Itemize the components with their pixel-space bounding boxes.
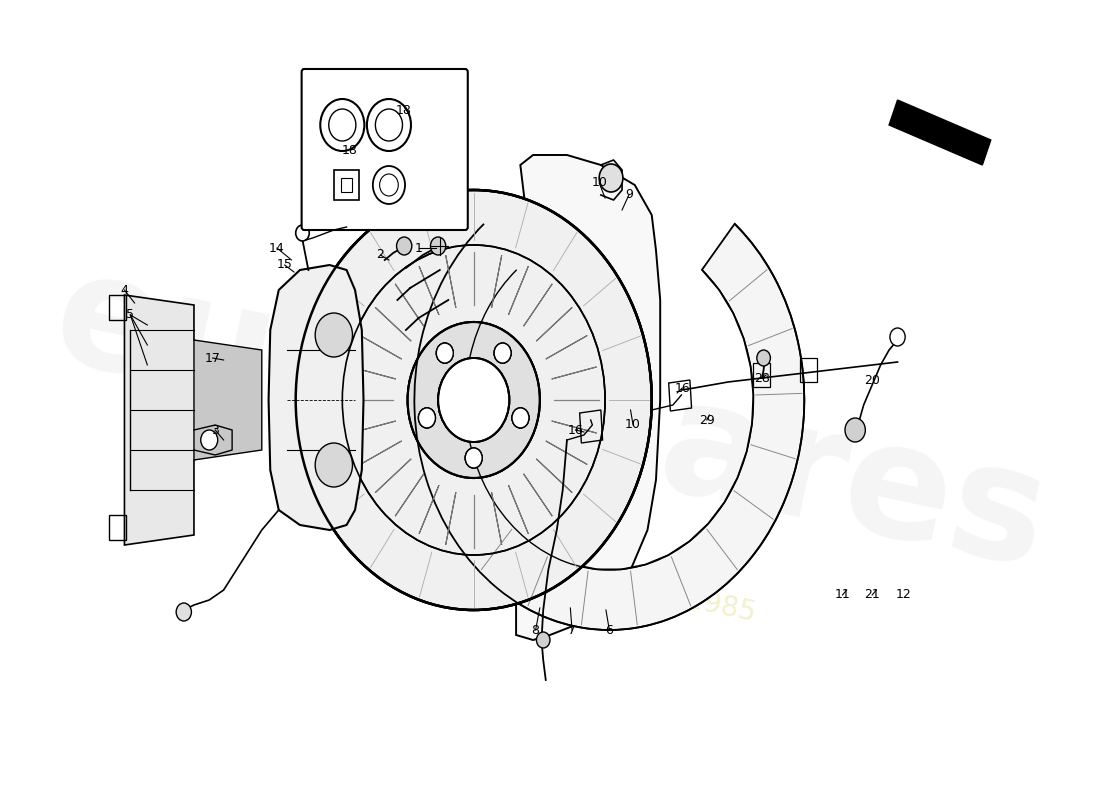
Text: 3: 3: [211, 423, 219, 437]
Circle shape: [512, 408, 529, 428]
Circle shape: [437, 343, 453, 363]
Circle shape: [438, 358, 509, 442]
Circle shape: [296, 225, 309, 241]
Circle shape: [600, 164, 623, 192]
Circle shape: [438, 358, 509, 442]
Text: 8: 8: [531, 623, 540, 637]
Circle shape: [408, 322, 540, 478]
Text: 7: 7: [568, 623, 576, 637]
Text: 29: 29: [698, 414, 715, 426]
Text: 1: 1: [415, 242, 422, 254]
Circle shape: [512, 408, 529, 428]
Circle shape: [408, 322, 540, 478]
Text: 15: 15: [277, 258, 293, 271]
Circle shape: [494, 343, 512, 363]
Circle shape: [494, 343, 512, 363]
Circle shape: [316, 443, 352, 487]
Circle shape: [430, 237, 446, 255]
Circle shape: [418, 408, 436, 428]
Text: 28: 28: [754, 371, 770, 385]
FancyBboxPatch shape: [301, 69, 468, 230]
Circle shape: [465, 448, 482, 468]
Circle shape: [418, 408, 436, 428]
Text: 16: 16: [568, 423, 583, 437]
Circle shape: [176, 603, 191, 621]
Text: 11: 11: [835, 589, 850, 602]
Circle shape: [200, 430, 218, 450]
Text: 6: 6: [605, 623, 614, 637]
Circle shape: [437, 343, 453, 363]
Polygon shape: [415, 224, 804, 630]
Circle shape: [316, 313, 352, 357]
Circle shape: [397, 237, 411, 255]
Circle shape: [437, 343, 453, 363]
Circle shape: [512, 408, 529, 428]
Polygon shape: [194, 340, 262, 460]
Text: 17: 17: [205, 351, 221, 365]
Text: 9: 9: [625, 189, 632, 202]
Circle shape: [418, 408, 436, 428]
Circle shape: [537, 632, 550, 648]
Polygon shape: [889, 100, 991, 165]
Text: 18: 18: [342, 143, 358, 157]
Text: 10: 10: [625, 418, 641, 431]
Circle shape: [296, 190, 651, 610]
Circle shape: [465, 448, 482, 468]
Circle shape: [465, 448, 482, 468]
Text: 20: 20: [865, 374, 880, 386]
Text: 18: 18: [395, 103, 411, 117]
Text: eurospares: eurospares: [40, 239, 1060, 601]
Text: 4: 4: [121, 283, 129, 297]
Text: 10: 10: [591, 177, 607, 190]
Text: 5: 5: [126, 309, 134, 322]
Text: 12: 12: [895, 589, 912, 602]
Text: 2: 2: [376, 249, 384, 262]
Text: a passion for parts since 1985: a passion for parts since 1985: [342, 513, 758, 627]
Circle shape: [845, 418, 866, 442]
Text: 21: 21: [865, 589, 880, 602]
Polygon shape: [516, 155, 660, 640]
Circle shape: [494, 343, 512, 363]
Circle shape: [890, 328, 905, 346]
Text: 14: 14: [270, 242, 285, 254]
Polygon shape: [268, 265, 363, 530]
Text: 16: 16: [674, 382, 690, 394]
Circle shape: [757, 350, 770, 366]
Polygon shape: [124, 295, 207, 545]
